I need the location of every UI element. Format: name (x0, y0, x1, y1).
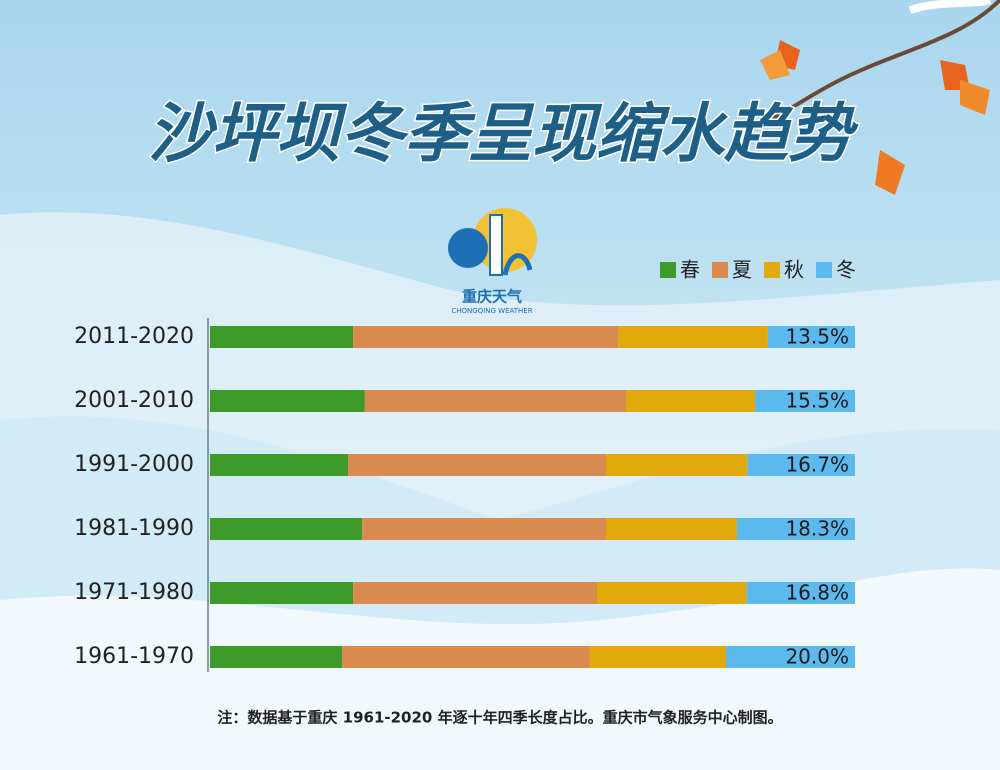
y-tick-label: 1981-1990 (74, 516, 194, 541)
hill (0, 568, 1000, 770)
bar-segment (747, 454, 855, 476)
value-label: 13.5% (785, 325, 849, 349)
bar-segment (364, 390, 627, 412)
bar-segment (362, 518, 607, 540)
legend-label: 夏 (732, 258, 752, 282)
legend-label: 春 (680, 258, 700, 282)
value-label: 16.8% (785, 581, 849, 605)
value-label: 18.3% (785, 517, 849, 541)
value-label: 15.5% (785, 389, 849, 413)
bar-segment (767, 326, 855, 348)
y-tick-label: 1991-2000 (74, 452, 194, 477)
bar-segment (210, 582, 354, 604)
bar-segment (589, 646, 726, 668)
legend-label: 秋 (784, 258, 804, 282)
bar-segment (210, 390, 365, 412)
bar-segment (606, 518, 737, 540)
y-tick-label: 2001-2010 (74, 388, 194, 413)
bar-segment (626, 390, 756, 412)
y-tick-label: 1971-1980 (74, 580, 194, 605)
bar-segment (353, 326, 619, 348)
bar-segment (210, 454, 349, 476)
logo-subtext: CHONGQING WEATHER (451, 307, 532, 315)
legend-swatch (764, 262, 780, 278)
logo-text: 重庆天气 (462, 288, 522, 306)
bar-segment (618, 326, 768, 348)
y-tick-label: 1961-1970 (74, 644, 194, 669)
y-tick-label: 2011-2020 (74, 324, 194, 349)
bar-segment (348, 454, 607, 476)
bar-segment (210, 518, 363, 540)
value-label: 20.0% (785, 645, 849, 669)
legend-label: 冬 (836, 258, 856, 282)
bar-segment (342, 646, 590, 668)
bar-segment (606, 454, 748, 476)
value-label: 16.7% (785, 453, 849, 477)
bar-segment (746, 582, 855, 604)
bar-segment (353, 582, 597, 604)
logo (448, 208, 537, 276)
bar-segment (736, 518, 855, 540)
bar-segment (597, 582, 747, 604)
footnote: 注：数据基于重庆 1961-2020 年逐十年四季长度占比。重庆市气象服务中心制… (217, 709, 782, 727)
branch (760, 0, 1000, 195)
bar-segment (210, 646, 343, 668)
chart-title: 沙坪坝冬季呈现缩水趋势 (148, 98, 859, 172)
bar-segment (755, 390, 855, 412)
bar-segment (726, 646, 855, 668)
legend-swatch (660, 262, 676, 278)
legend-swatch (816, 262, 832, 278)
bar-segment (210, 326, 354, 348)
legend-swatch (712, 262, 728, 278)
